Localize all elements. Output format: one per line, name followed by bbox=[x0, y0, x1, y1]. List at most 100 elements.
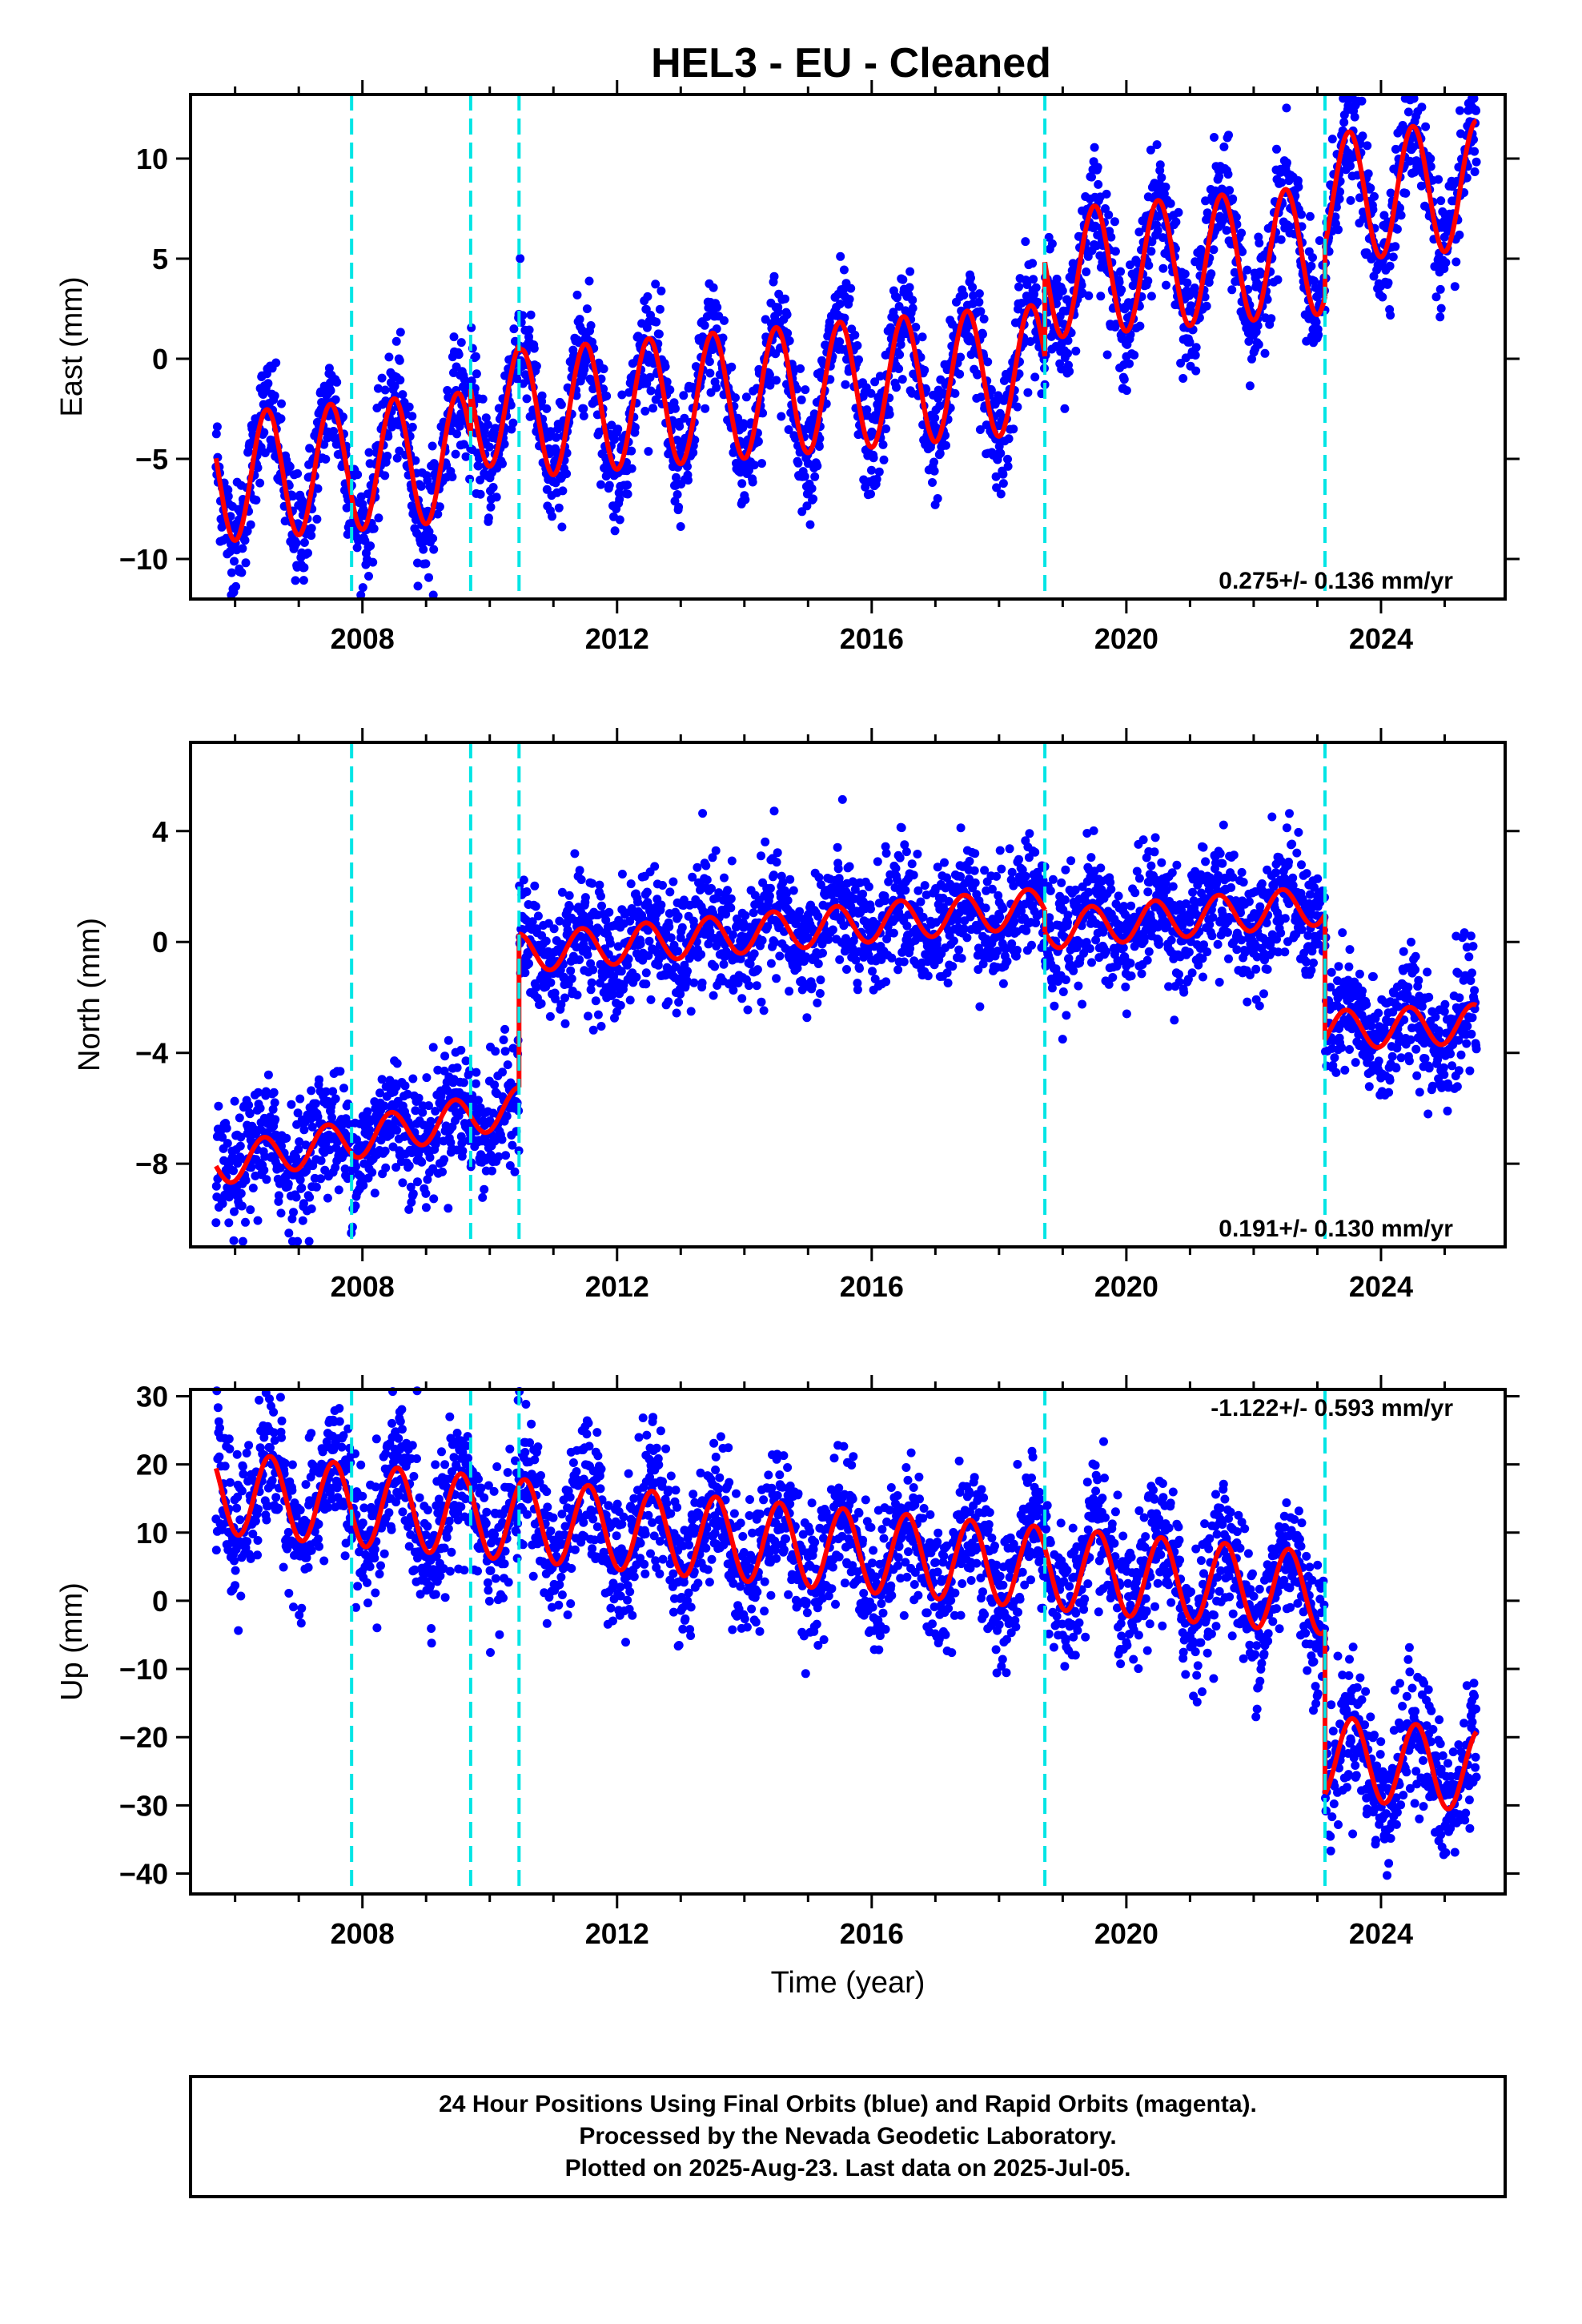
east-point bbox=[380, 471, 390, 480]
east-point bbox=[613, 424, 623, 434]
east-point bbox=[1441, 258, 1451, 267]
north-point bbox=[519, 875, 528, 885]
east-point bbox=[896, 340, 905, 349]
north-point bbox=[458, 1146, 468, 1156]
north-point bbox=[785, 875, 795, 884]
east-point bbox=[974, 297, 984, 307]
east-point bbox=[615, 515, 624, 525]
east-point bbox=[582, 304, 592, 314]
east-point bbox=[449, 332, 459, 342]
east-point bbox=[1363, 169, 1373, 179]
north-point bbox=[414, 1093, 424, 1103]
east-point bbox=[435, 502, 444, 512]
east-point bbox=[456, 338, 466, 348]
north-point bbox=[567, 974, 576, 983]
north-point bbox=[757, 935, 767, 945]
north-point bbox=[431, 1107, 440, 1116]
east-point bbox=[476, 489, 485, 499]
east-point bbox=[223, 485, 233, 495]
east-point bbox=[532, 361, 541, 371]
north-point bbox=[236, 1188, 246, 1198]
north-point bbox=[230, 1096, 239, 1106]
east-point bbox=[930, 466, 939, 476]
east-point bbox=[1225, 186, 1235, 195]
east-point bbox=[212, 422, 222, 432]
east-point bbox=[1063, 348, 1072, 358]
north-point bbox=[499, 1035, 508, 1044]
north-point bbox=[560, 1019, 570, 1028]
north-point bbox=[707, 883, 716, 893]
north-point bbox=[617, 870, 627, 879]
north-point bbox=[897, 823, 906, 833]
north-point bbox=[224, 1218, 234, 1228]
east-point bbox=[324, 364, 334, 373]
east-y-axis-label: East (mm) bbox=[55, 276, 89, 416]
east-point bbox=[408, 412, 417, 421]
east-point bbox=[1327, 135, 1337, 144]
north-point bbox=[753, 965, 762, 975]
east-point bbox=[237, 568, 247, 577]
east-point bbox=[713, 303, 722, 312]
east-point bbox=[772, 376, 781, 385]
east-point bbox=[1219, 142, 1229, 151]
east-point bbox=[1014, 282, 1023, 292]
east-point bbox=[411, 456, 420, 465]
east-point bbox=[1125, 359, 1134, 368]
north-point bbox=[536, 999, 546, 1008]
east-point bbox=[705, 357, 714, 367]
north-point bbox=[745, 981, 753, 991]
east-point bbox=[1455, 230, 1464, 239]
east-point bbox=[227, 568, 236, 577]
east-point bbox=[584, 276, 594, 286]
north-point bbox=[546, 978, 556, 987]
east-point bbox=[665, 385, 675, 395]
north-point bbox=[500, 1024, 510, 1034]
east-point bbox=[654, 329, 664, 339]
east-point bbox=[1245, 381, 1255, 391]
north-point bbox=[636, 939, 645, 949]
east-point bbox=[395, 356, 404, 365]
east-point bbox=[1383, 278, 1393, 287]
north-point bbox=[789, 886, 798, 895]
east-points bbox=[211, 94, 1481, 600]
east-point bbox=[1470, 167, 1480, 176]
east-point bbox=[807, 484, 817, 493]
east-point bbox=[455, 421, 464, 431]
east-point bbox=[793, 458, 803, 468]
east-point bbox=[978, 329, 987, 339]
east-x-tick-label: 2008 bbox=[331, 622, 395, 655]
east-point bbox=[1223, 170, 1233, 179]
east-point bbox=[1030, 372, 1040, 382]
north-point bbox=[591, 996, 600, 1006]
east-point bbox=[920, 365, 930, 375]
east-point bbox=[594, 427, 604, 436]
east-point bbox=[610, 435, 619, 444]
north-point bbox=[531, 902, 540, 911]
east-point bbox=[1143, 276, 1153, 286]
east-point bbox=[358, 583, 367, 593]
east-point bbox=[1307, 261, 1316, 271]
north-point bbox=[587, 978, 596, 987]
east-point bbox=[1255, 239, 1264, 247]
north-point bbox=[975, 1002, 985, 1011]
north-point bbox=[331, 1094, 340, 1104]
east-point bbox=[1090, 143, 1099, 152]
east-point bbox=[1157, 173, 1166, 183]
east-point bbox=[238, 544, 247, 553]
east-point bbox=[1191, 366, 1201, 376]
north-point bbox=[673, 947, 683, 956]
east-point bbox=[1421, 122, 1431, 131]
east-point bbox=[478, 394, 488, 404]
east-point bbox=[374, 513, 383, 523]
north-point bbox=[255, 1104, 265, 1113]
north-point bbox=[697, 950, 706, 959]
east-rate-label: 0.275+/- 0.136 mm/yr bbox=[1219, 568, 1453, 594]
north-point bbox=[923, 971, 933, 981]
north-point bbox=[899, 957, 909, 967]
east-point bbox=[867, 465, 876, 475]
east-point bbox=[777, 412, 786, 421]
north-point bbox=[773, 848, 782, 858]
east-point bbox=[797, 395, 806, 404]
east-point bbox=[508, 418, 518, 428]
north-point bbox=[305, 1192, 315, 1202]
